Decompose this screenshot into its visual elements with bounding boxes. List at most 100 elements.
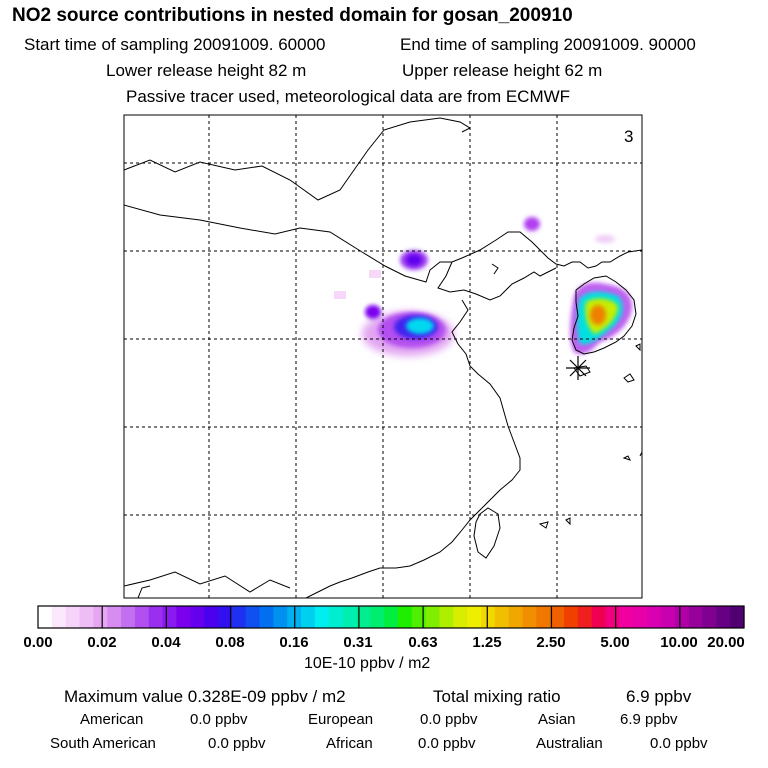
plume-korea-core	[590, 305, 606, 325]
asterisk-icon	[566, 356, 590, 380]
colorbar-tick-label: 1.25	[472, 634, 502, 651]
colorbar-swatch	[190, 606, 205, 628]
colorbar-tick-label: 0.63	[408, 634, 438, 651]
region-value: 0.0 ppbv	[418, 735, 476, 752]
colorbar-swatch	[467, 606, 482, 628]
colorbar-swatch	[134, 606, 150, 628]
total-mixing-ratio-value: 6.9 ppbv	[626, 687, 692, 706]
plume-west-blob	[365, 305, 381, 319]
colorbar-swatch	[674, 606, 690, 628]
colorbar-swatch	[564, 606, 579, 628]
colorbar-swatch	[273, 606, 288, 628]
colorbar-swatch	[121, 606, 136, 628]
colorbar-swatch	[619, 606, 634, 628]
colorbar-swatch	[550, 606, 565, 628]
colorbar-swatch	[107, 606, 122, 628]
colorbar-swatch	[51, 606, 67, 628]
colorbar-swatch	[660, 606, 676, 628]
colorbar-tick-label: 0.16	[279, 634, 309, 651]
colorbar-swatch	[702, 606, 717, 628]
region-value: 0.0 ppbv	[650, 735, 708, 752]
colorbar-swatch	[328, 606, 344, 628]
colorbar-swatch	[605, 606, 621, 628]
plume-northeast	[524, 217, 540, 231]
maximum-value: Maximum value 0.328E-09 ppbv / m2	[64, 687, 346, 706]
colorbar-tick-label: 0.08	[215, 634, 245, 651]
colorbar-swatch	[494, 606, 510, 628]
colorbar	[38, 606, 745, 628]
plume-north-core	[406, 254, 422, 266]
map-frame	[123, 114, 643, 599]
colorbar-swatch	[647, 606, 662, 628]
colorbar-swatch	[522, 606, 537, 628]
colorbar-frame	[37, 605, 745, 629]
coastlines	[124, 117, 642, 598]
colorbar-swatch	[176, 606, 191, 628]
colorbar-dividers	[101, 606, 681, 628]
colorbar-tick-label: 0.31	[343, 634, 373, 651]
plume-faint-2	[334, 291, 346, 299]
region-value: 0.0 ppbv	[190, 711, 248, 728]
colorbar-units: 10E-10 ppbv / m2	[304, 655, 431, 672]
end-time-label: End time of sampling 20091009. 90000	[400, 35, 696, 54]
lower-release-height-label: Lower release height 82 m	[106, 61, 307, 80]
colorbar-swatch	[439, 606, 454, 628]
plume-west-core	[406, 318, 434, 334]
colorbar-swatch	[259, 606, 274, 628]
region-name: American	[80, 711, 144, 728]
colorbar-swatch	[411, 606, 427, 628]
colorbar-tick-label: 0.04	[151, 634, 181, 651]
colorbar-swatch	[536, 606, 551, 628]
colorbar-swatch	[342, 606, 357, 628]
region-name: Australian	[536, 735, 603, 752]
colorbar-tick-label: 10.00	[660, 634, 698, 651]
colorbar-swatch	[480, 606, 496, 628]
start-time-label: Start time of sampling 20091009. 60000	[24, 35, 326, 54]
colorbar-swatch	[633, 606, 648, 628]
upper-release-height-label: Upper release height 62 m	[402, 61, 603, 80]
colorbar-swatch	[204, 606, 219, 628]
concentration-plumes	[334, 217, 632, 356]
region-name: South American	[50, 735, 156, 752]
map-plot-area	[124, 115, 642, 598]
colorbar-tick-label: 2.50	[536, 634, 566, 651]
colorbar-swatch	[453, 606, 468, 628]
colorbar-swatch	[425, 606, 441, 628]
colorbar-swatch	[384, 606, 399, 628]
colorbar-swatch	[577, 606, 593, 628]
colorbar-swatch	[93, 606, 108, 628]
colorbar-swatch	[231, 606, 247, 628]
colorbar-swatch	[65, 606, 81, 628]
colorbar-swatch	[356, 606, 371, 628]
colorbar-swatch	[730, 606, 745, 628]
figure-title: NO2 source contributions in nested domai…	[12, 5, 573, 26]
colorbar-swatch	[314, 606, 330, 628]
colorbar-swatch	[79, 606, 94, 628]
region-value: 6.9 ppbv	[620, 711, 678, 728]
map-grid	[124, 115, 642, 598]
colorbar-swatch	[148, 606, 164, 628]
region-value: 0.0 ppbv	[420, 711, 478, 728]
colorbar-swatch	[688, 606, 704, 628]
colorbar-swatch	[508, 606, 524, 628]
colorbar-swatch	[245, 606, 261, 628]
colorbar-swatch	[370, 606, 385, 628]
total-mixing-ratio-label: Total mixing ratio	[433, 687, 561, 706]
region-name: African	[326, 735, 373, 752]
region-value: 0.0 ppbv	[208, 735, 266, 752]
colorbar-tick-label: 5.00	[600, 634, 630, 651]
colorbar-swatch	[397, 606, 413, 628]
colorbar-swatch	[217, 606, 233, 628]
region-name: Asian	[538, 711, 576, 728]
colorbar-swatch	[301, 606, 316, 628]
colorbar-swatch	[162, 606, 178, 628]
plume-faint-1	[369, 270, 381, 278]
colorbar-swatch	[716, 606, 731, 628]
colorbar-tick-label: 0.00	[23, 634, 53, 651]
tracer-note: Passive tracer used, meteorological data…	[126, 87, 571, 106]
region-name: European	[308, 711, 374, 728]
plume-faint-ne	[595, 235, 615, 243]
colorbar-tick-label: 0.02	[87, 634, 117, 651]
colorbar-tick-label: 20.00	[707, 634, 745, 651]
